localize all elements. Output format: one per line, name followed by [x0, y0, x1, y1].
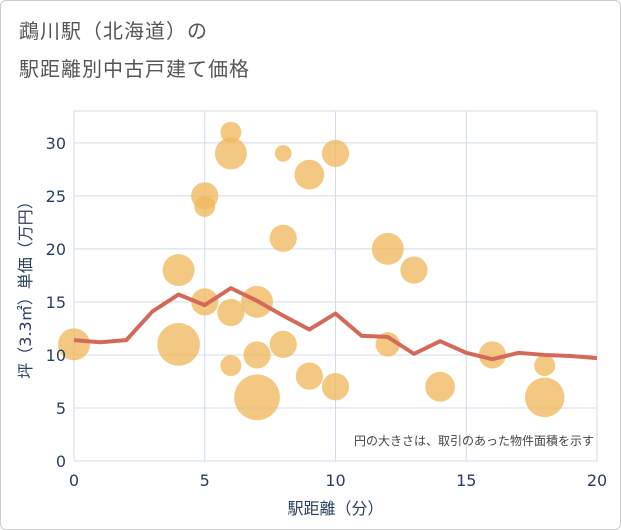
bubble-point	[321, 139, 350, 168]
x-tick-label: 0	[69, 471, 79, 490]
bubble-point	[371, 232, 404, 265]
x-tick-label: 5	[200, 471, 210, 490]
grid-lines	[74, 111, 597, 461]
bubble-point	[220, 121, 242, 143]
chart-title-line1: 鵡川駅（北海道）の	[19, 19, 208, 43]
bubble-point	[217, 298, 245, 327]
y-tick-label: 10	[46, 346, 66, 365]
trend-line	[73, 286, 598, 362]
bubble-point	[274, 145, 292, 162]
bubble-point	[191, 288, 219, 316]
y-tick-label: 5	[56, 399, 66, 418]
bubble-point	[214, 137, 247, 170]
bubble-point	[157, 322, 200, 366]
axis-ticks: 0 5 10 15 20 0 5 10 15 20 25 30	[46, 134, 608, 490]
y-axis-title: 坪（3.3㎡）単価（万円）	[16, 193, 35, 378]
bubble-point	[534, 355, 556, 377]
y-tick-label: 25	[46, 187, 66, 206]
x-tick-label: 15	[456, 471, 476, 490]
bubble-point	[321, 373, 350, 401]
bubble-point	[269, 224, 297, 252]
bubble-point	[269, 330, 297, 358]
y-tick-label: 20	[46, 240, 66, 259]
x-tick-label: 10	[325, 471, 345, 490]
bubble-point	[295, 362, 323, 390]
bubble-point	[220, 355, 242, 377]
x-axis-title: 駅距離（分）	[287, 499, 383, 518]
trend-series	[73, 286, 598, 362]
bubble-point	[425, 371, 455, 402]
bubble-point	[234, 374, 280, 421]
y-tick-label: 30	[46, 134, 66, 153]
y-tick-label: 0	[56, 452, 66, 471]
x-tick-label: 20	[587, 471, 607, 490]
bubble-point	[162, 254, 195, 287]
bubble-point	[524, 377, 565, 418]
y-tick-label: 15	[46, 293, 66, 312]
bubble-point	[194, 195, 216, 217]
bubble-size-note: 円の大きさは、取引のあった物件面積を示す	[354, 433, 594, 448]
bubble-point	[478, 341, 507, 369]
bubble-point	[243, 341, 271, 369]
bubble-series	[58, 121, 565, 421]
bubble-point	[58, 328, 90, 361]
bubble-point	[400, 256, 428, 284]
bubble-point	[294, 159, 325, 190]
chart-title-line2: 駅距離別中古戸建て価格	[19, 57, 250, 81]
